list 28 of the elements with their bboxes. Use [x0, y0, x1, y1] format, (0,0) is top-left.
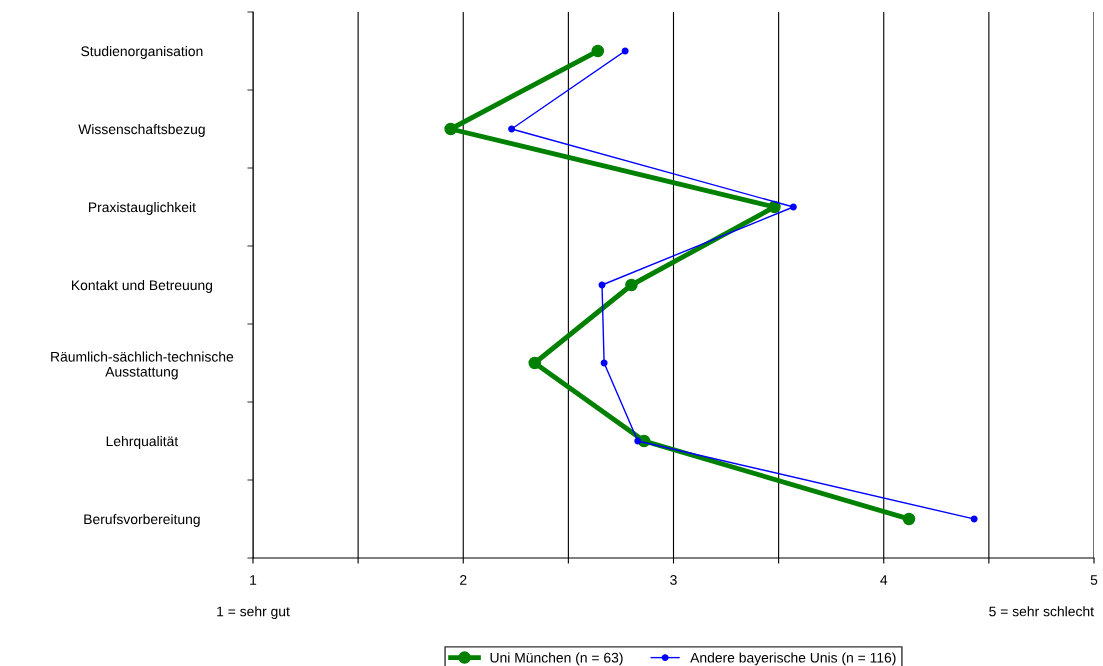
y-tick-label: Kontakt und Betreuung — [71, 279, 213, 293]
legend-label: Andere bayerische Unis (n = 116) — [690, 652, 896, 666]
point — [591, 44, 605, 58]
point — [634, 437, 642, 445]
point — [444, 122, 457, 136]
x-tick-label: 5 — [1090, 575, 1098, 585]
legend-label: Uni München (n = 63) — [490, 652, 623, 666]
point — [902, 512, 916, 526]
point — [789, 203, 797, 211]
y-tick-label: Lehrqualität — [106, 435, 179, 449]
y-tick-label: Räumlich-sächlich-technische Ausstattung — [51, 351, 234, 380]
point — [621, 47, 629, 55]
point — [970, 515, 978, 523]
point — [768, 200, 781, 214]
x-tick-label: 3 — [670, 575, 677, 585]
x-tick-label: 1 — [250, 575, 257, 585]
text: 1 = sehr gut — [217, 606, 290, 620]
y-tick-label: Praxistauglichkeit — [88, 201, 196, 215]
x-tick-label: 4 — [880, 575, 888, 585]
y-tick-label: Berufsvorbereitung — [84, 513, 200, 527]
x-tick-label: 2 — [460, 575, 467, 585]
point — [600, 359, 608, 367]
point — [508, 125, 516, 133]
y-tick-label: Studienorganisation — [81, 45, 203, 59]
text: 5 = sehr schlecht — [989, 606, 1094, 617]
point — [528, 356, 541, 370]
point — [625, 278, 638, 292]
y-tick-label: Wissenschaftsbezug — [78, 123, 205, 137]
